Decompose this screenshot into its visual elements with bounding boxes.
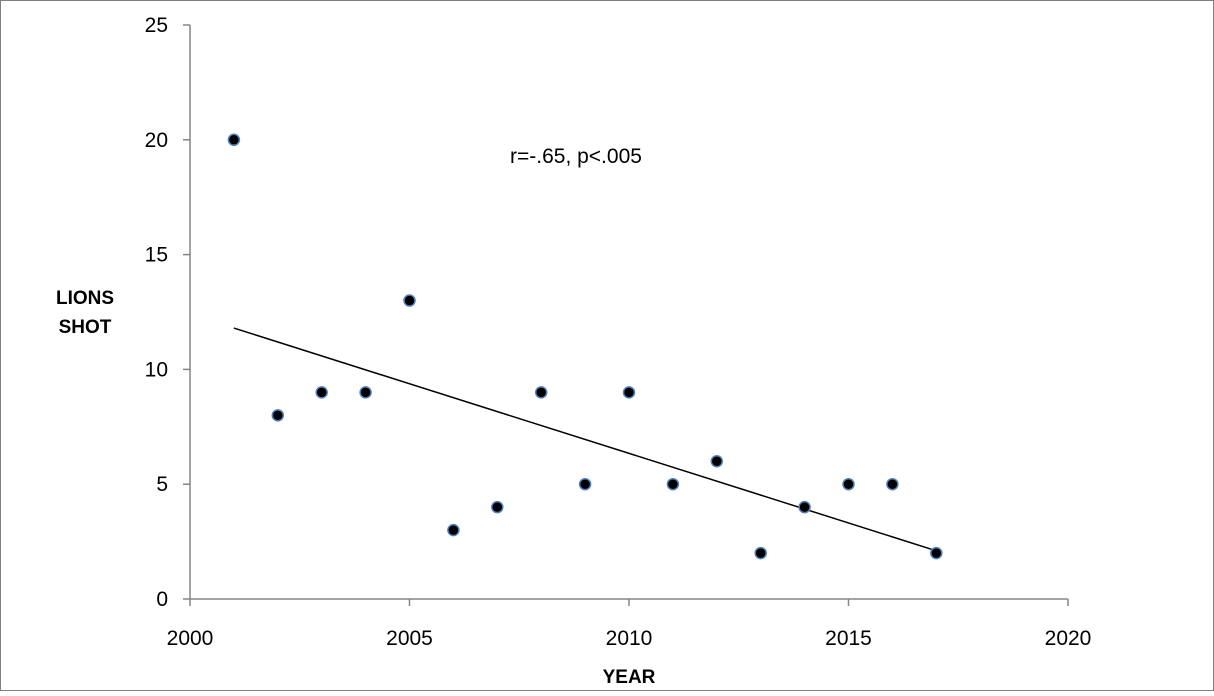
- data-point: [754, 546, 767, 560]
- x-tick-label: 2005: [386, 627, 433, 650]
- data-point: [491, 500, 504, 514]
- data-points: [227, 133, 943, 560]
- data-point: [842, 477, 855, 491]
- data-point: [886, 477, 899, 491]
- y-axis-title-line-1: LIONS: [56, 288, 114, 309]
- y-tick-label: 5: [156, 473, 168, 496]
- correlation-annotation: r=-.65, p<.005: [510, 145, 642, 168]
- data-point: [798, 500, 811, 514]
- data-point: [666, 477, 680, 491]
- y-tick-label: 10: [145, 358, 168, 381]
- x-axis-title: YEAR: [603, 667, 656, 688]
- x-tick-label: 2020: [1045, 627, 1092, 650]
- y-axis-title-line-2: SHOT: [59, 317, 112, 338]
- data-point: [930, 546, 943, 560]
- y-tick-label: 20: [145, 129, 168, 152]
- data-point: [622, 386, 636, 399]
- y-tick-label: 15: [145, 244, 168, 267]
- data-point: [578, 477, 592, 491]
- x-tick-label: 2015: [825, 627, 872, 650]
- data-point: [315, 386, 328, 399]
- trendline-group: [233, 327, 937, 552]
- data-point: [447, 523, 460, 537]
- x-tick-label: 2010: [606, 627, 653, 650]
- y-tick-label: 25: [145, 14, 168, 37]
- data-point: [271, 409, 285, 422]
- x-tick-label: 2000: [167, 627, 214, 650]
- data-point: [710, 454, 724, 468]
- axes: 0 5 10 15 20 25 2000 2005 2010 2015 2020: [145, 14, 1092, 650]
- data-point: [359, 386, 372, 399]
- data-point: [534, 386, 548, 399]
- y-tick-label: 0: [156, 588, 168, 611]
- data-point: [227, 133, 241, 147]
- data-point: [403, 294, 416, 307]
- trendline: [233, 327, 937, 552]
